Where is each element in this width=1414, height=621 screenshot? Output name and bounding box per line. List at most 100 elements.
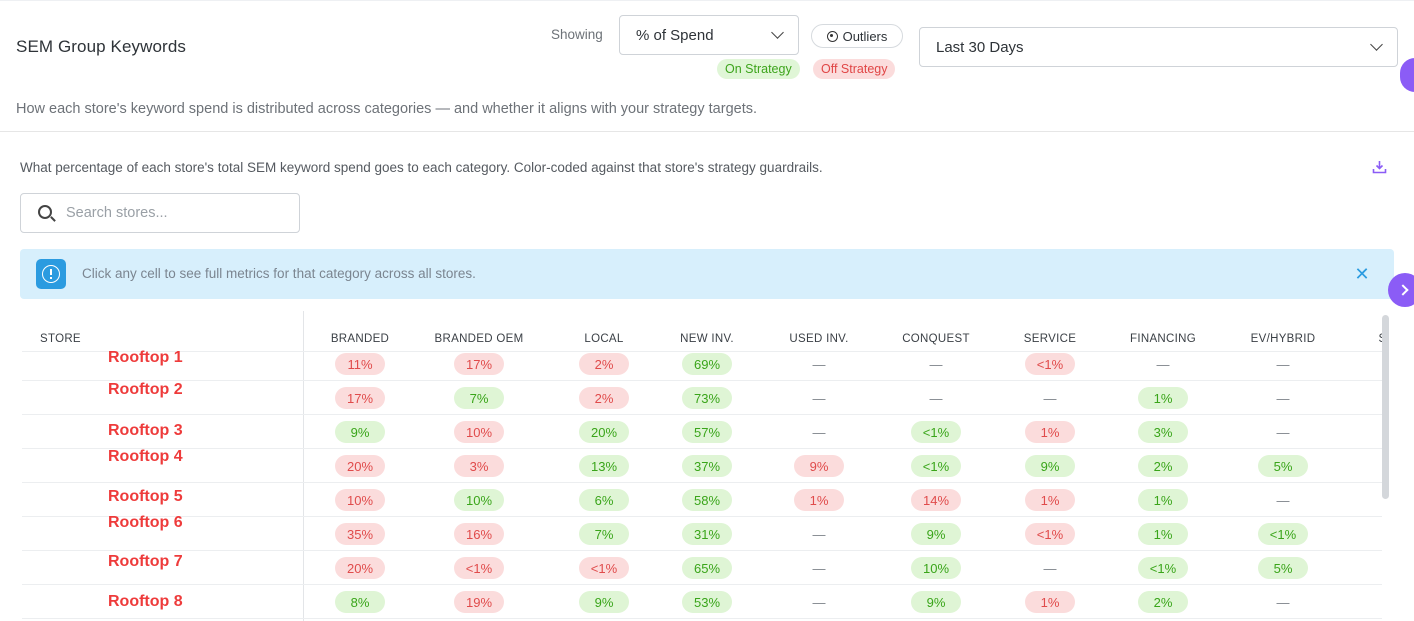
spend-cell-off[interactable]: 10% bbox=[454, 421, 504, 443]
column-header[interactable]: USED INV. bbox=[789, 333, 849, 345]
spend-cell-on[interactable]: 3% bbox=[1138, 421, 1188, 443]
spend-cell-on[interactable]: 6% bbox=[579, 489, 629, 511]
spend-cell-on[interactable]: 1% bbox=[1138, 489, 1188, 511]
spend-cell-off[interactable]: 3% bbox=[454, 455, 504, 477]
spend-cell-on[interactable]: 57% bbox=[682, 421, 732, 443]
column-header[interactable]: EV/HYBRID bbox=[1250, 333, 1316, 345]
empty-cell[interactable]: — bbox=[1276, 424, 1290, 440]
spend-cell-on[interactable]: 65% bbox=[682, 557, 732, 579]
spend-cell-on[interactable]: <1% bbox=[911, 421, 961, 443]
spend-cell-off[interactable]: 17% bbox=[335, 387, 385, 409]
empty-cell[interactable]: — bbox=[812, 390, 826, 406]
outliers-toggle[interactable]: Outliers bbox=[811, 24, 903, 48]
spend-cell-off[interactable]: 20% bbox=[335, 557, 385, 579]
spend-cell-on[interactable]: 58% bbox=[682, 489, 732, 511]
store-name[interactable]: Rooftop 8 bbox=[108, 593, 183, 610]
scroll-right-button[interactable] bbox=[1388, 273, 1414, 307]
spend-cell-off[interactable]: 20% bbox=[335, 455, 385, 477]
column-header[interactable]: LOCAL bbox=[584, 333, 624, 345]
spend-cell-off[interactable]: <1% bbox=[1025, 353, 1075, 375]
column-header-store[interactable]: STORE bbox=[40, 333, 81, 345]
empty-cell[interactable]: — bbox=[1276, 390, 1290, 406]
store-name[interactable]: Rooftop 5 bbox=[108, 488, 183, 505]
spend-cell-on[interactable]: 7% bbox=[579, 523, 629, 545]
spend-cell-off[interactable]: 1% bbox=[1025, 591, 1075, 613]
empty-cell[interactable]: — bbox=[1276, 492, 1290, 508]
spend-cell-off[interactable]: 35% bbox=[335, 523, 385, 545]
empty-cell[interactable]: — bbox=[929, 356, 943, 372]
column-header[interactable]: CONQUEST bbox=[902, 333, 970, 345]
spend-cell-on[interactable]: 5% bbox=[1258, 455, 1308, 477]
spend-cell-on[interactable]: 73% bbox=[682, 387, 732, 409]
spend-cell-on[interactable]: 2% bbox=[1138, 591, 1188, 613]
store-name[interactable]: Rooftop 1 bbox=[108, 349, 183, 366]
column-header[interactable]: BRANDED OEM bbox=[434, 333, 524, 345]
spend-cell-off[interactable]: <1% bbox=[579, 557, 629, 579]
spend-cell-on[interactable]: 8% bbox=[335, 591, 385, 613]
spend-cell-on[interactable]: 13% bbox=[579, 455, 629, 477]
empty-cell[interactable]: — bbox=[812, 560, 826, 576]
column-header[interactable]: BRANDED bbox=[330, 333, 390, 345]
spend-cell-on[interactable]: <1% bbox=[1258, 523, 1308, 545]
spend-cell-on[interactable]: <1% bbox=[1138, 557, 1188, 579]
spend-cell-off[interactable]: 1% bbox=[1025, 421, 1075, 443]
spend-cell-off[interactable]: 11% bbox=[335, 353, 385, 375]
spend-cell-on[interactable]: 9% bbox=[911, 523, 961, 545]
metric-select[interactable]: % of Spend bbox=[619, 15, 799, 55]
column-header[interactable]: NEW INV. bbox=[680, 333, 734, 345]
store-name[interactable]: Rooftop 2 bbox=[108, 381, 183, 398]
empty-cell[interactable]: — bbox=[812, 424, 826, 440]
empty-cell[interactable]: — bbox=[1043, 390, 1057, 406]
spend-cell-on[interactable]: 37% bbox=[682, 455, 732, 477]
spend-cell-off[interactable]: 2% bbox=[579, 387, 629, 409]
download-icon[interactable] bbox=[1372, 160, 1387, 174]
spend-cell-on[interactable]: 10% bbox=[911, 557, 961, 579]
empty-cell[interactable]: — bbox=[812, 526, 826, 542]
column-header[interactable]: SPA bbox=[1340, 333, 1382, 345]
spend-cell-on[interactable]: 7% bbox=[454, 387, 504, 409]
vertical-scrollbar[interactable] bbox=[1382, 315, 1389, 499]
spend-cell-off[interactable]: 1% bbox=[1025, 489, 1075, 511]
empty-cell[interactable]: — bbox=[812, 356, 826, 372]
close-icon[interactable]: ✕ bbox=[1354, 264, 1370, 284]
spend-cell-off[interactable]: 14% bbox=[911, 489, 961, 511]
empty-cell[interactable]: — bbox=[1276, 594, 1290, 610]
spend-cell-on[interactable]: 20% bbox=[579, 421, 629, 443]
spend-cell-on[interactable]: 69% bbox=[682, 353, 732, 375]
spend-cell-off[interactable]: 17% bbox=[454, 353, 504, 375]
store-name[interactable]: Rooftop 4 bbox=[108, 448, 183, 465]
spend-cell-on[interactable]: 9% bbox=[1025, 455, 1075, 477]
spend-cell-on[interactable]: 9% bbox=[335, 421, 385, 443]
spend-cell-on[interactable]: 31% bbox=[682, 523, 732, 545]
spend-cell-off[interactable]: 16% bbox=[454, 523, 504, 545]
side-panel-button[interactable] bbox=[1400, 58, 1414, 92]
column-header[interactable]: SERVICE bbox=[1023, 333, 1077, 345]
column-header[interactable]: FINANCING bbox=[1130, 333, 1196, 345]
date-range-select[interactable]: Last 30 Days bbox=[919, 27, 1398, 67]
spend-cell-on[interactable]: 9% bbox=[579, 591, 629, 613]
search-input[interactable] bbox=[66, 202, 286, 224]
spend-cell-off[interactable]: 1% bbox=[794, 489, 844, 511]
spend-cell-on[interactable]: 53% bbox=[682, 591, 732, 613]
spend-cell-off[interactable]: <1% bbox=[454, 557, 504, 579]
empty-cell[interactable]: — bbox=[812, 594, 826, 610]
spend-cell-on[interactable]: 1% bbox=[1138, 387, 1188, 409]
spend-cell-off[interactable]: <1% bbox=[1025, 523, 1075, 545]
empty-cell[interactable]: — bbox=[1276, 356, 1290, 372]
spend-cell-off[interactable]: 2% bbox=[579, 353, 629, 375]
spend-cell-on[interactable]: 10% bbox=[454, 489, 504, 511]
store-name[interactable]: Rooftop 6 bbox=[108, 514, 183, 531]
spend-cell-on[interactable]: 1% bbox=[1138, 523, 1188, 545]
spend-cell-on[interactable]: 9% bbox=[911, 591, 961, 613]
store-name[interactable]: Rooftop 7 bbox=[108, 553, 183, 570]
search-stores[interactable] bbox=[20, 193, 300, 233]
empty-cell[interactable]: — bbox=[1156, 356, 1170, 372]
store-name[interactable]: Rooftop 3 bbox=[108, 422, 183, 439]
spend-cell-off[interactable]: 19% bbox=[454, 591, 504, 613]
spend-cell-on[interactable]: 5% bbox=[1258, 557, 1308, 579]
spend-cell-on[interactable]: 2% bbox=[1138, 455, 1188, 477]
spend-cell-off[interactable]: 9% bbox=[794, 455, 844, 477]
empty-cell[interactable]: — bbox=[1043, 560, 1057, 576]
spend-cell-off[interactable]: 10% bbox=[335, 489, 385, 511]
spend-cell-on[interactable]: <1% bbox=[911, 455, 961, 477]
